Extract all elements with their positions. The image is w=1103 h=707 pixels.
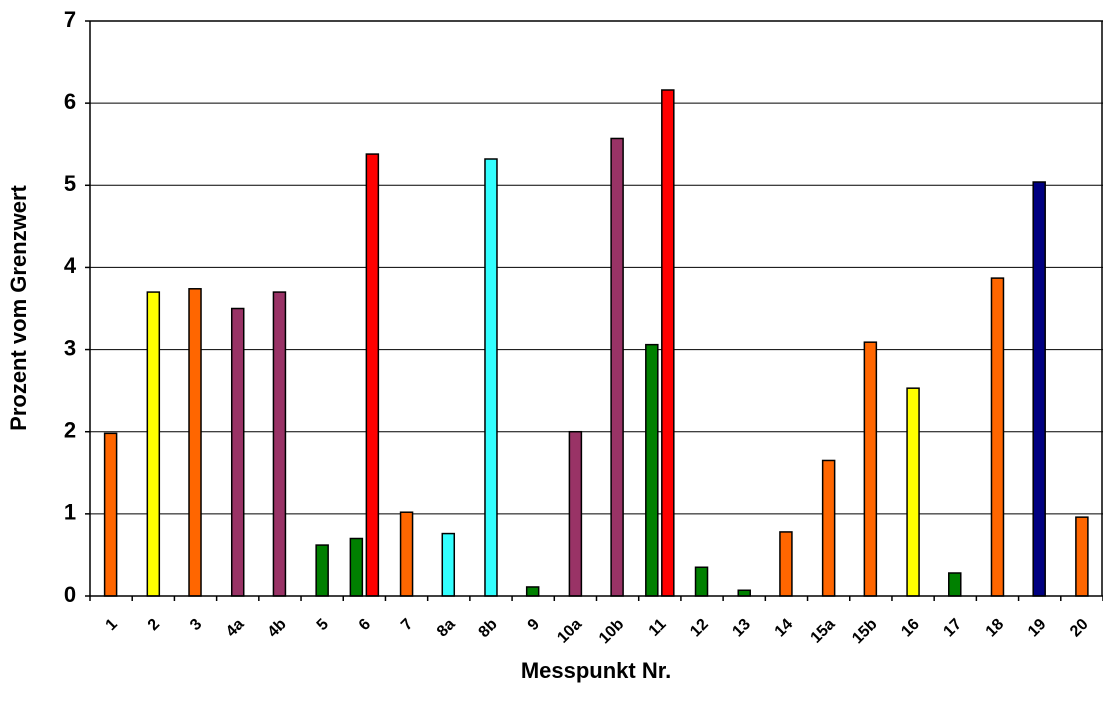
bar-16 bbox=[906, 387, 920, 597]
bar-10b bbox=[610, 137, 624, 597]
bar-20 bbox=[1075, 516, 1089, 597]
bars bbox=[103, 89, 1089, 597]
x-tick-label: 13 bbox=[729, 616, 754, 641]
bar-18 bbox=[990, 277, 1005, 597]
x-tick-label: 11 bbox=[646, 616, 670, 640]
x-tick-label: 3 bbox=[187, 616, 205, 634]
x-tick-label: 19 bbox=[1025, 616, 1050, 641]
bar-4a bbox=[230, 307, 245, 597]
x-tick-label: 5 bbox=[314, 616, 332, 634]
bar-8a bbox=[441, 532, 456, 597]
bar-12 bbox=[694, 566, 709, 597]
bar-3 bbox=[188, 288, 202, 597]
x-tick-label: 16 bbox=[898, 616, 923, 641]
bar-5 bbox=[315, 544, 329, 597]
bar-7 bbox=[399, 511, 414, 597]
y-axis-title: Prozent vom Grenzwert bbox=[6, 184, 31, 430]
x-tick-label: 14 bbox=[772, 616, 797, 641]
x-tick-label: 6 bbox=[356, 616, 374, 634]
bar-4b bbox=[272, 291, 287, 597]
bar-6 bbox=[349, 537, 364, 597]
bar-17 bbox=[948, 572, 962, 597]
bar-9 bbox=[525, 586, 540, 597]
bar-11 bbox=[661, 89, 675, 597]
bar-10a bbox=[568, 430, 583, 597]
bar-15a bbox=[821, 459, 836, 597]
x-tick-label: 7 bbox=[398, 616, 416, 634]
x-tick-label: 8a bbox=[434, 616, 459, 641]
x-tick-label: 4a bbox=[223, 616, 248, 641]
x-tick-label: 20 bbox=[1067, 616, 1092, 641]
bar-8b bbox=[484, 158, 498, 597]
x-tick-label: 4b bbox=[265, 616, 290, 641]
x-tick-label: 2 bbox=[145, 616, 163, 634]
x-tick-labels: 1 2 3 4a 4b 5 6 7 8a 8b 9 10a 10b 11 12 13 14 15a 15b 16 17 1… bbox=[89, 596, 1103, 648]
x-tick-label: 1 bbox=[103, 616, 121, 634]
x-tick-label: 9 bbox=[525, 616, 543, 634]
bar-1 bbox=[103, 432, 118, 597]
bar-2 bbox=[146, 291, 161, 597]
bar-19 bbox=[1032, 181, 1046, 597]
y-tick-label: 6 bbox=[64, 89, 76, 114]
x-tick-label: 15b bbox=[849, 616, 881, 648]
y-tick-labels: 0 1 2 3 4 5 6 7 bbox=[64, 7, 90, 607]
bar-13 bbox=[737, 589, 751, 597]
y-tick-label: 2 bbox=[64, 418, 76, 443]
y-tick-label: 0 bbox=[64, 582, 76, 607]
y-tick-label: 4 bbox=[64, 253, 77, 278]
y-tick-label: 3 bbox=[64, 335, 76, 360]
bar-11 bbox=[645, 343, 659, 597]
y-tick-label: 1 bbox=[64, 500, 76, 525]
x-tick-label: 17 bbox=[940, 616, 965, 641]
y-tick-label: 5 bbox=[64, 171, 76, 196]
x-tick-label: 10a bbox=[554, 616, 585, 647]
y-tick-label: 7 bbox=[64, 7, 76, 32]
bar-6 bbox=[365, 153, 380, 597]
x-tick-label: 12 bbox=[687, 616, 712, 641]
bar-14 bbox=[779, 531, 793, 597]
x-tick-label: 18 bbox=[983, 616, 1008, 641]
x-tick-label: 8b bbox=[476, 616, 501, 641]
x-tick-label: 15a bbox=[808, 616, 839, 647]
bar-15b bbox=[863, 341, 878, 597]
x-axis-title: Messpunkt Nr. bbox=[521, 658, 671, 683]
x-tick-label: 10b bbox=[596, 616, 628, 648]
